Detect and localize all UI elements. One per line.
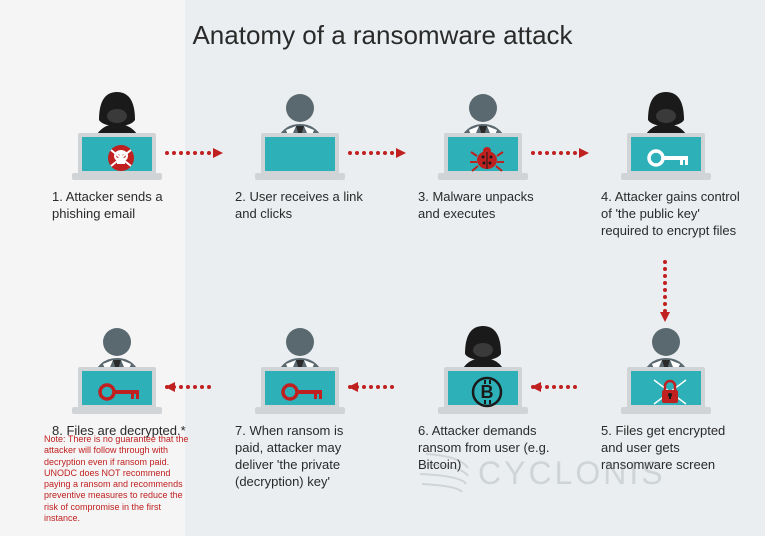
diagram-title: Anatomy of a ransomware attack bbox=[0, 20, 765, 51]
step-label: 7. When ransom is paid, attacker may del… bbox=[225, 423, 375, 491]
step-1: 1. Attacker sends a phishing email bbox=[42, 88, 192, 223]
step-6: B 6. Attacker demands ransom from user (… bbox=[408, 322, 558, 474]
step-label: 2. User receives a link and clicks bbox=[225, 189, 375, 223]
step-label: 5. Files get encrypted and user gets ran… bbox=[591, 423, 741, 474]
step-8: 8. Files are decrypted.* bbox=[42, 322, 192, 440]
svg-text:B: B bbox=[481, 382, 494, 402]
step-7: 7. When ransom is paid, attacker may del… bbox=[225, 322, 375, 491]
step-2: 2. User receives a link and clicks bbox=[225, 88, 375, 223]
step-label: 3. Malware unpacks and executes bbox=[408, 189, 558, 223]
step-label: 1. Attacker sends a phishing email bbox=[42, 189, 192, 223]
step-label: 6. Attacker demands ransom from user (e.… bbox=[408, 423, 558, 474]
step-3: 3. Malware unpacks and executes bbox=[408, 88, 558, 223]
step-5: 5. Files get encrypted and user gets ran… bbox=[591, 322, 741, 474]
step-4: 4. Attacker gains control of 'the public… bbox=[591, 88, 741, 240]
footnote: Note: There is no guarantee that the att… bbox=[44, 434, 199, 524]
flow-arrow bbox=[660, 260, 670, 322]
step-label: 4. Attacker gains control of 'the public… bbox=[591, 189, 741, 240]
